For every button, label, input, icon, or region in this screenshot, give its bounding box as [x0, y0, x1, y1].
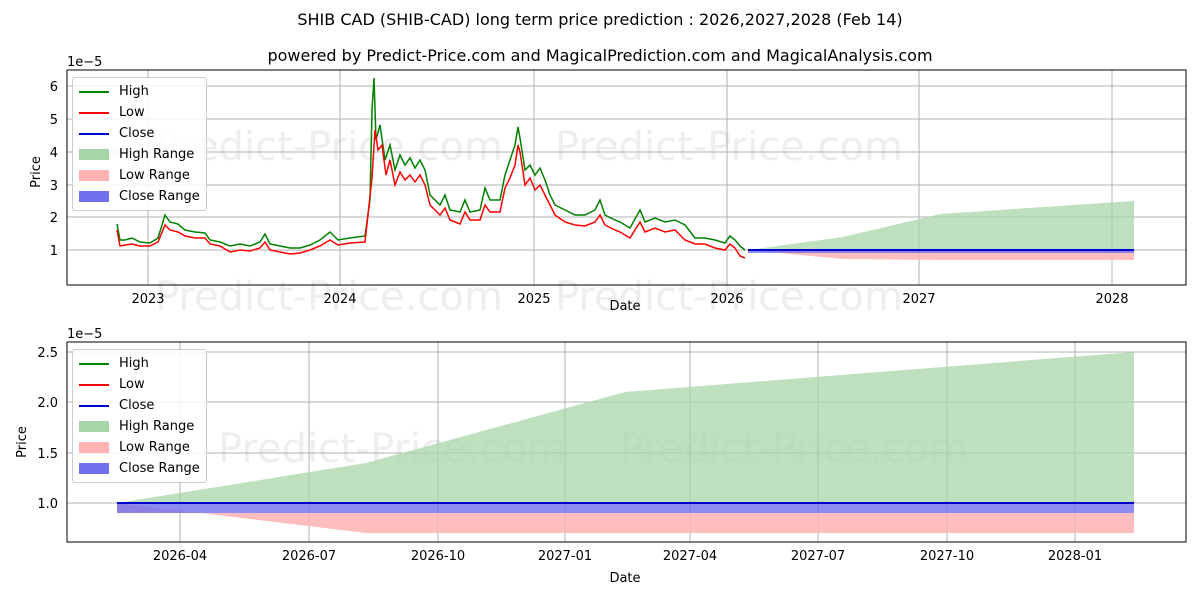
high-range-area	[748, 201, 1134, 250]
high-swatch	[79, 90, 109, 93]
close-swatch	[79, 132, 109, 135]
svg-text:2026-07: 2026-07	[282, 549, 336, 564]
legend-item-low: Low	[79, 374, 200, 395]
high-range-swatch	[79, 421, 109, 432]
plot-frame	[66, 341, 1187, 543]
high-line	[116, 77, 746, 251]
x-axis-label: Date	[609, 571, 640, 586]
close-range-swatch	[79, 191, 109, 202]
svg-text:2.5: 2.5	[37, 346, 58, 361]
svg-text:2027-04: 2027-04	[663, 549, 717, 564]
watermark: Predict-Price.com	[155, 274, 503, 320]
close-range-swatch	[79, 463, 109, 474]
legend-label: High	[119, 84, 149, 99]
legend-label: Low	[119, 377, 145, 392]
legend-item-close: Close	[79, 123, 200, 144]
svg-text:2027-10: 2027-10	[920, 549, 974, 564]
plot-frame	[66, 69, 1187, 286]
high-range-area	[117, 352, 1134, 503]
legend-label: Low	[119, 105, 145, 120]
svg-text:1.0: 1.0	[37, 497, 58, 512]
top-chart: Predict-Price.com Predict-Price.com Pred…	[29, 55, 1187, 320]
svg-text:2027-01: 2027-01	[538, 549, 592, 564]
low-range-area	[117, 503, 1134, 533]
chart-subtitle: powered by Predict-Price.com and Magical…	[267, 46, 933, 65]
legend-label: Close	[119, 126, 155, 141]
legend-item-high: High	[79, 81, 200, 102]
y-axis-label: Price	[15, 426, 30, 458]
svg-text:2026-10: 2026-10	[411, 549, 465, 564]
y-axis-label: Price	[29, 156, 44, 188]
high-swatch	[79, 362, 109, 365]
svg-text:2026-04: 2026-04	[153, 549, 207, 564]
legend-label: Close Range	[119, 189, 200, 204]
svg-text:5: 5	[50, 113, 58, 128]
chart-title: SHIB CAD (SHIB-CAD) long term price pred…	[297, 10, 903, 29]
legend-item-low-range: Low Range	[79, 165, 200, 186]
svg-text:2026: 2026	[710, 292, 743, 307]
x-axis-ticks: 2026-04 2026-07 2026-10 2027-01 2027-04 …	[153, 549, 1102, 564]
svg-text:1.5: 1.5	[37, 447, 58, 462]
watermark: Predict-Price.com	[155, 124, 503, 170]
bottom-chart: Predict-Price.com Predict-Price.com 2026…	[15, 327, 1187, 586]
svg-text:6: 6	[50, 80, 58, 95]
y-scale-note: 1e−5	[67, 55, 102, 70]
legend-top: High Low Close High Range Low Range Clos…	[72, 77, 207, 211]
svg-text:1: 1	[50, 244, 58, 259]
close-swatch	[79, 404, 109, 407]
svg-text:2.0: 2.0	[37, 396, 58, 411]
svg-text:4: 4	[50, 146, 58, 161]
x-axis-label: Date	[609, 299, 640, 314]
legend-item-close-range: Close Range	[79, 186, 200, 207]
y-axis-ticks: 1 2 3 4 5 6	[50, 80, 58, 259]
legend-item-high-range: High Range	[79, 144, 200, 165]
svg-text:2024: 2024	[323, 292, 356, 307]
legend-label: High Range	[119, 419, 195, 434]
watermark: Predict-Price.com	[555, 274, 903, 320]
svg-text:2028: 2028	[1095, 292, 1128, 307]
low-range-swatch	[79, 442, 109, 453]
close-range-area	[117, 503, 1134, 513]
low-swatch	[79, 111, 109, 114]
y-scale-note: 1e−5	[67, 327, 102, 342]
y-axis-ticks: 1.0 1.5 2.0 2.5	[37, 346, 58, 512]
low-line	[116, 129, 746, 259]
svg-text:2027: 2027	[902, 292, 935, 307]
svg-text:2028-01: 2028-01	[1048, 549, 1102, 564]
legend-label: High Range	[119, 147, 195, 162]
low-swatch	[79, 383, 109, 386]
legend-item-high: High	[79, 353, 200, 374]
x-axis-ticks: 2023 2024 2025 2026 2027 2028	[131, 292, 1128, 307]
low-range-swatch	[79, 170, 109, 181]
legend-item-close-range: Close Range	[79, 458, 200, 479]
svg-text:2025: 2025	[517, 292, 550, 307]
legend-item-close: Close	[79, 395, 200, 416]
legend-item-low-range: Low Range	[79, 437, 200, 458]
legend-label: Low Range	[119, 440, 190, 455]
legend-item-high-range: High Range	[79, 416, 200, 437]
svg-text:2027-07: 2027-07	[791, 549, 845, 564]
legend-label: Close	[119, 398, 155, 413]
legend-item-low: Low	[79, 102, 200, 123]
legend-label: Low Range	[119, 168, 190, 183]
legend-label: Close Range	[119, 461, 200, 476]
svg-text:2: 2	[50, 211, 58, 226]
svg-text:2023: 2023	[131, 292, 164, 307]
watermark: Predict-Price.com	[555, 124, 903, 170]
legend-bottom: High Low Close High Range Low Range Clos…	[72, 349, 207, 483]
legend-label: High	[119, 356, 149, 371]
high-range-swatch	[79, 149, 109, 160]
svg-text:3: 3	[50, 179, 58, 194]
